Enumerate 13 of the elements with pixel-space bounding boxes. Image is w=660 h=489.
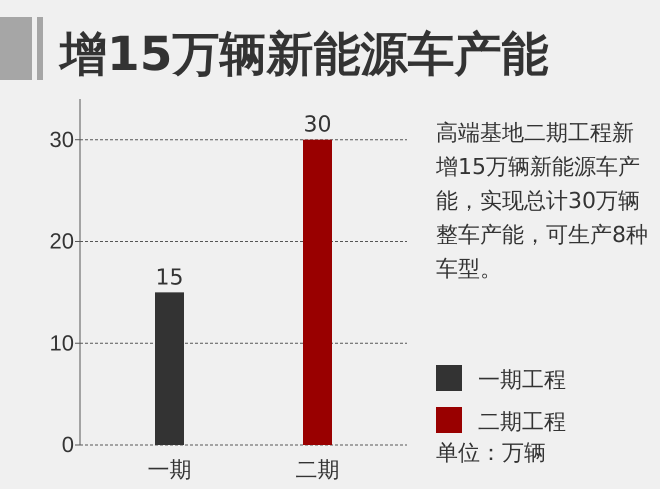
y-tick-label: 0	[62, 432, 74, 458]
y-tick-label: 10	[50, 330, 74, 356]
chart-title: 增15万辆新能源车产能	[58, 27, 548, 82]
y-tick-label: 30	[50, 126, 74, 152]
legend-label: 二期工程	[478, 410, 566, 435]
y-tick-label: 20	[50, 228, 74, 254]
data-label: 15	[156, 265, 184, 290]
x-tick-label: 一期	[148, 458, 192, 483]
x-tick-label: 二期	[296, 458, 340, 483]
text: 单位：万辆	[436, 441, 546, 466]
legend-label: 一期工程	[478, 368, 566, 393]
text: 高端基地二期工程新增15万辆新能源车产能，实现总计30万辆整车产能，可生产8种车型。	[435, 121, 648, 282]
data-label: 30	[304, 112, 332, 138]
